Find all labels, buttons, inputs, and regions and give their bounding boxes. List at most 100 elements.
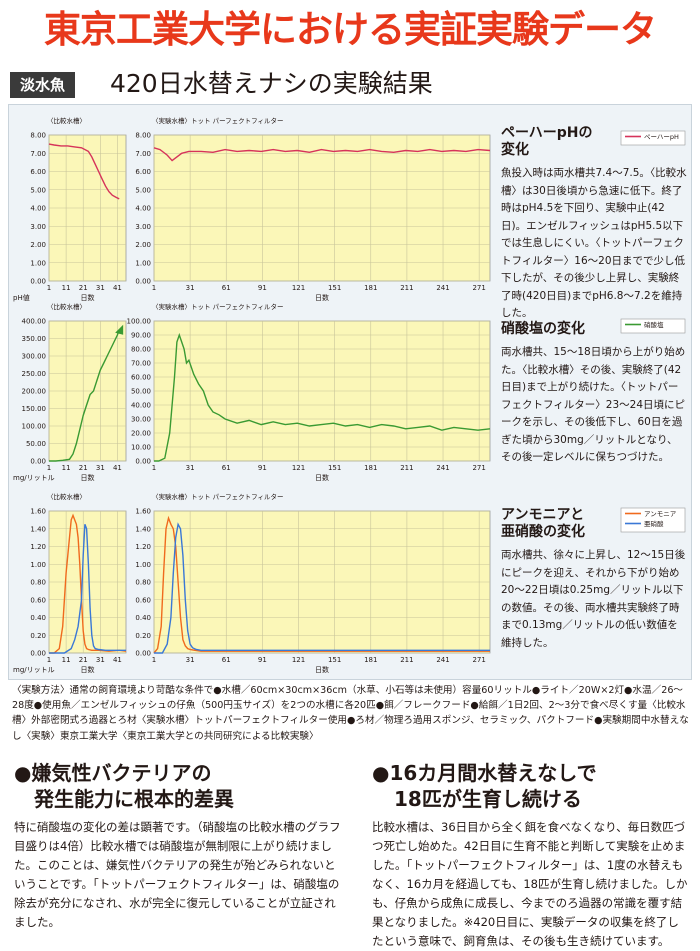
trend-arrow (115, 324, 124, 335)
y-tick-label: 0.20 (135, 632, 151, 640)
x-tick-label: 31 (96, 656, 105, 664)
left-section-heading: ●嫌気性バクテリアの 発生能力に根本的差異 (14, 761, 234, 811)
y-tick-label: 1.60 (30, 508, 46, 516)
x-tick-label: 151 (328, 284, 341, 292)
series-line (49, 329, 120, 462)
x-tick-label: 151 (328, 464, 341, 472)
y-tick-label: 4.00 (135, 205, 151, 213)
x-tick-label: 41 (113, 464, 122, 472)
y-axis-label: mg/リットル (13, 666, 55, 674)
x-tick-label: 211 (400, 464, 413, 472)
y-tick-label: 1.00 (135, 561, 151, 569)
legend-box (620, 318, 686, 334)
y-tick-label: 0.40 (30, 614, 46, 622)
y-tick-label: 0.60 (30, 596, 46, 604)
x-tick-label: 151 (328, 656, 341, 664)
y-tick-label: 0.00 (135, 458, 151, 466)
ph-heading: ペーハーpHの 変化 (501, 125, 593, 158)
series-line (48, 143, 120, 200)
ammonia-description: アンモニアと 亜硝酸の変化 両水槽共、徐々に上昇し、12〜15日後にピークを迎え、… (501, 507, 687, 652)
y-tick-label: 50.00 (26, 440, 46, 448)
y-tick-label: 5.00 (30, 186, 46, 194)
y-tick-label: 0.00 (30, 278, 46, 286)
right-section-body: 比較水槽は、36日目から全く餌を食べなくなり、毎日数匹づつ死亡し始めた。42日目… (372, 820, 688, 948)
x-tick-label: 181 (364, 464, 377, 472)
left-section-body: 特に硝酸塩の変化の差は顕著です。（硝酸塩の比較水槽のグラフ目盛りは4倍）比較水槽… (14, 820, 341, 929)
y-tick-label: 90.00 (131, 332, 151, 340)
y-tick-label: 8.00 (30, 132, 46, 140)
ammonia-body: 両水槽共、徐々に上昇し、12〜15日後にピークを迎え、それから下がり始め20〜2… (501, 549, 686, 649)
series-line (154, 522, 490, 654)
series-line (49, 513, 127, 654)
ph-body: 魚投入時は両水槽共7.4〜7.5。〈比較水槽〉は30日後頃から急速に低下。終了時… (501, 167, 687, 319)
y-tick-label: 1.60 (135, 508, 151, 516)
chart-title: 〈比較水槽〉 (47, 116, 86, 125)
x-tick-label: 21 (79, 656, 88, 664)
y-tick-label: 400.00 (22, 318, 47, 326)
y-tick-label: 40.00 (131, 402, 151, 410)
x-tick-label: 61 (222, 284, 231, 292)
y-tick-label: 0.00 (30, 650, 46, 658)
series-line (153, 147, 491, 162)
x-tick-label: 271 (472, 464, 485, 472)
y-tick-label: 300.00 (22, 353, 47, 361)
series-line (49, 524, 126, 654)
y-tick-label: 1.40 (135, 525, 151, 533)
y-tick-label: 200.00 (22, 388, 47, 396)
x-axis-label: 日数 (81, 665, 95, 674)
nitrate-description: 硝酸塩の変化 両水槽共、15〜18日頃から上がり始めた。〈比較水槽〉その後、実験… (501, 321, 687, 467)
y-tick-label: 8.00 (135, 132, 151, 140)
x-axis-label: 日数 (315, 473, 329, 482)
y-tick-label: 4.00 (30, 205, 46, 213)
x-tick-label: 241 (436, 464, 449, 472)
legend-box (620, 130, 686, 146)
x-tick-label: 1 (152, 656, 156, 664)
experiment-subtitle: 420日水替えナシの実験結果 (110, 69, 433, 98)
x-axis-label: 日数 (81, 293, 95, 302)
y-tick-label: 0.80 (135, 579, 151, 587)
x-tick-label: 41 (113, 284, 122, 292)
y-tick-label: 0.00 (135, 278, 151, 286)
charts-canvas: 〈比較水槽〉 0.00 1.00 2.00 3.00 4.00 5.00 6.00 7.00 8.… (13, 116, 686, 674)
series-line (153, 515, 490, 654)
x-tick-label: 11 (62, 656, 71, 664)
x-tick-label: 1 (152, 284, 156, 292)
y-tick-label: 1.20 (135, 543, 151, 551)
x-tick-label: 61 (222, 464, 231, 472)
y-tick-label: 80.00 (131, 346, 151, 354)
x-tick-label: 31 (96, 284, 105, 292)
y-tick-label: 1.00 (30, 561, 46, 569)
y-tick-label: 350.00 (22, 335, 47, 343)
legend-label: 硝酸塩 (644, 320, 664, 329)
y-tick-label: 100.00 (127, 318, 152, 326)
y-tick-label: 250.00 (22, 370, 47, 378)
chart-title: 〈比較水槽〉 (47, 302, 86, 311)
x-tick-label: 31 (186, 464, 195, 472)
y-tick-label: 70.00 (131, 360, 151, 368)
legend-box (620, 507, 686, 533)
x-tick-label: 61 (222, 656, 231, 664)
method-note: 〈実験方法〉通常の飼育環境より苛酷な条件で●水槽／60cm×30cm×36cm（… (12, 685, 689, 742)
nitrate-body: 両水槽共、15〜18日頃から上がり始めた。〈比較水槽〉その後、実験終了(42日目… (501, 346, 686, 463)
y-axis-label: pH値 (13, 293, 30, 302)
y-tick-label: 150.00 (22, 405, 47, 413)
x-axis-label: 日数 (81, 473, 95, 482)
y-tick-label: 6.00 (30, 168, 46, 176)
x-tick-label: 41 (113, 656, 122, 664)
chart-title: 〈実験水槽〉トット パーフェクトフィルター (152, 302, 284, 311)
x-axis-label: 日数 (315, 665, 329, 674)
x-tick-label: 11 (62, 284, 71, 292)
y-tick-label: 60.00 (131, 374, 151, 382)
y-tick-label: 6.00 (135, 168, 151, 176)
x-tick-label: 31 (186, 656, 195, 664)
x-tick-label: 21 (79, 284, 88, 292)
header-bar: 淡水魚 420日水替えナシの実験結果 (0, 64, 700, 104)
chart-title: 〈比較水槽〉 (47, 492, 86, 501)
x-tick-label: 241 (436, 284, 449, 292)
x-tick-label: 121 (292, 284, 305, 292)
y-tick-label: 3.00 (30, 223, 46, 231)
y-tick-label: 5.00 (135, 186, 151, 194)
x-tick-label: 241 (436, 656, 449, 664)
x-tick-label: 271 (472, 656, 485, 664)
y-tick-label: 1.20 (30, 543, 46, 551)
